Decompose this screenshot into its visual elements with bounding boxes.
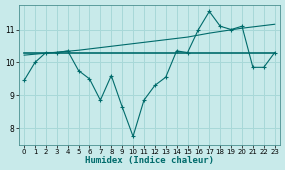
X-axis label: Humidex (Indice chaleur): Humidex (Indice chaleur)	[85, 156, 214, 165]
